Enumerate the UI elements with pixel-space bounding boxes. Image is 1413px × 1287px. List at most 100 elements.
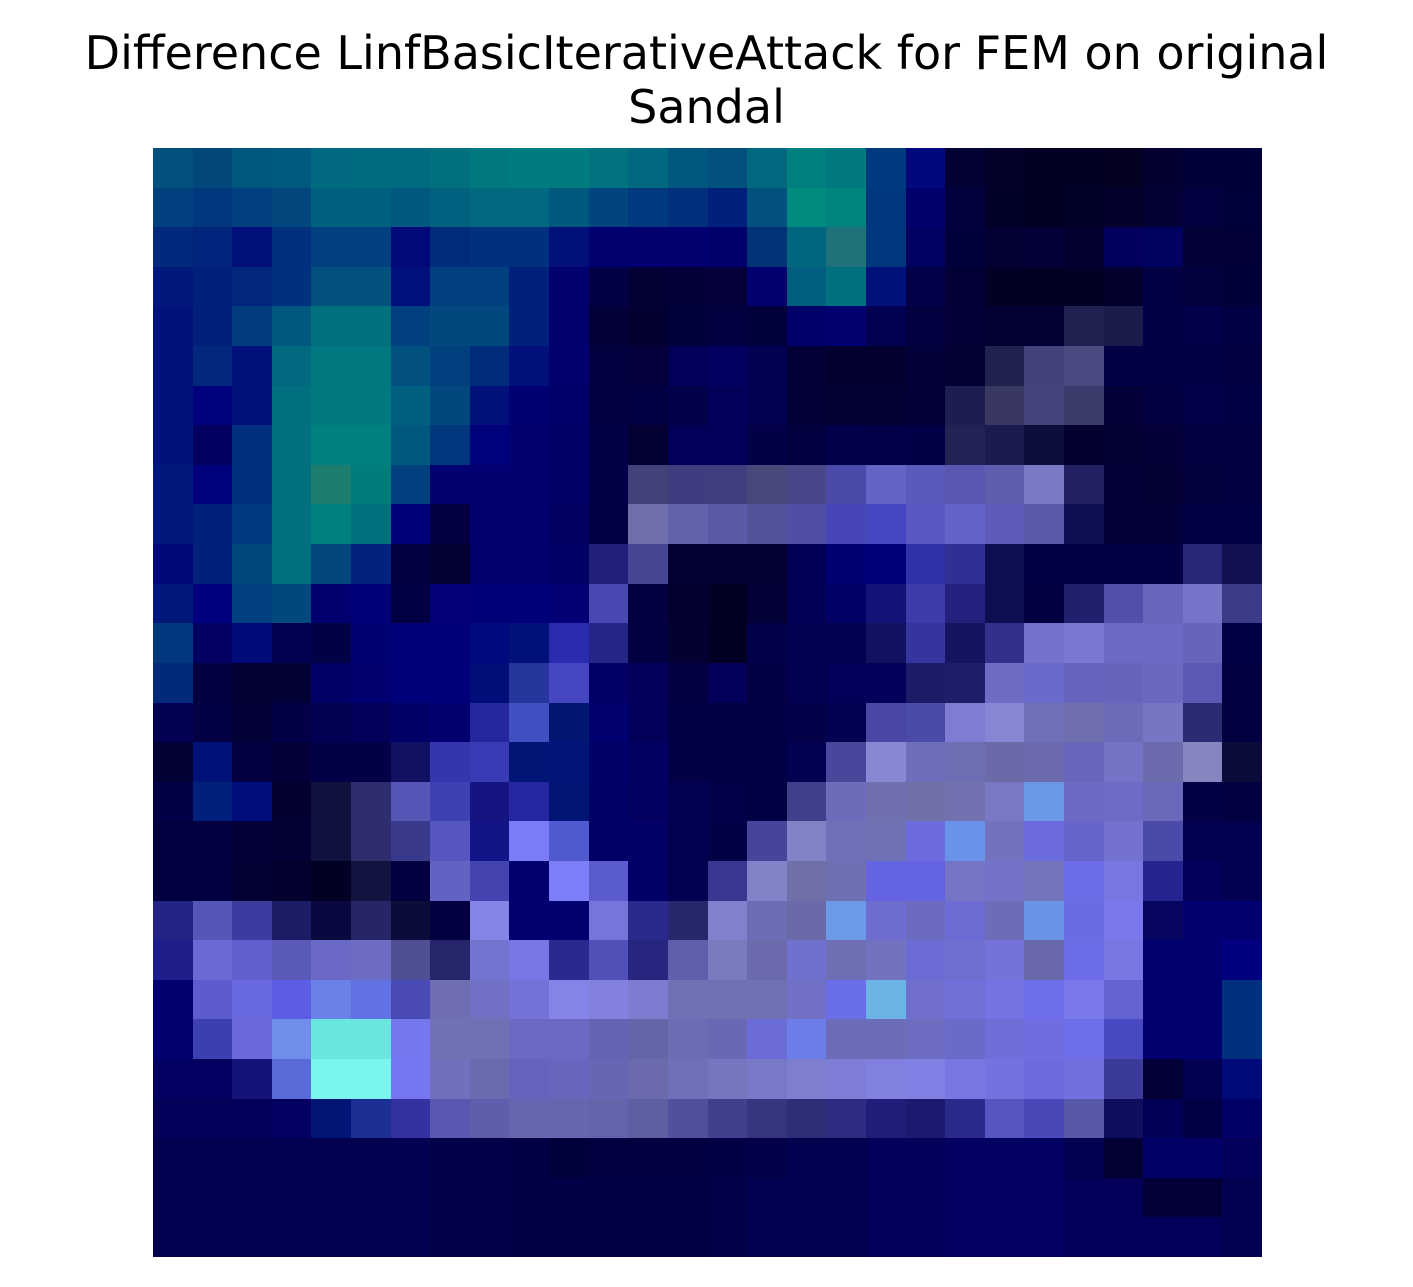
heatmap-cell-r12-c3 bbox=[272, 623, 311, 663]
heatmap-cell-r14-c10 bbox=[549, 703, 589, 742]
heatmap-cell-r25-c3 bbox=[272, 1138, 311, 1178]
heatmap-cell-r3-c3 bbox=[272, 267, 311, 306]
heatmap-cell-r14-c14 bbox=[708, 703, 747, 742]
heatmap-cell-r8-c16 bbox=[787, 465, 826, 504]
heatmap-cell-r20-c12 bbox=[628, 940, 668, 980]
heatmap-cell-r27-c14 bbox=[708, 1217, 747, 1257]
heatmap-cell-r11-c14 bbox=[708, 584, 747, 623]
heatmap-cell-r0-c23 bbox=[1064, 148, 1104, 188]
heatmap-cell-r0-c6 bbox=[391, 148, 430, 188]
heatmap-cell-r4-c2 bbox=[232, 306, 272, 346]
heatmap-cell-r5-c18 bbox=[866, 346, 906, 386]
heatmap-cell-r6-c21 bbox=[985, 386, 1024, 425]
heatmap-cell-r0-c19 bbox=[906, 148, 945, 188]
heatmap-cell-r8-c18 bbox=[866, 465, 906, 504]
heatmap-cell-r5-c2 bbox=[232, 346, 272, 386]
heatmap-cell-r2-c14 bbox=[708, 227, 747, 267]
heatmap-cell-r9-c13 bbox=[668, 504, 708, 544]
heatmap-cell-r12-c13 bbox=[668, 623, 708, 663]
heatmap-cell-r27-c0 bbox=[153, 1217, 193, 1257]
heatmap-cell-r16-c20 bbox=[945, 782, 985, 821]
heatmap-cell-r6-c23 bbox=[1064, 386, 1104, 425]
heatmap-cell-r26-c13 bbox=[668, 1178, 708, 1217]
heatmap-cell-r7-c23 bbox=[1064, 425, 1104, 465]
heatmap-cell-r12-c12 bbox=[628, 623, 668, 663]
heatmap-cell-r21-c10 bbox=[549, 980, 589, 1019]
heatmap-cell-r8-c4 bbox=[311, 465, 351, 504]
heatmap-cell-r15-c12 bbox=[628, 742, 668, 782]
heatmap-cell-r5-c9 bbox=[509, 346, 549, 386]
heatmap-cell-r23-c8 bbox=[470, 1059, 509, 1099]
heatmap-cell-r10-c8 bbox=[470, 544, 509, 584]
heatmap-cell-r10-c0 bbox=[153, 544, 193, 584]
heatmap-cell-r23-c0 bbox=[153, 1059, 193, 1099]
heatmap-cell-r12-c15 bbox=[747, 623, 787, 663]
heatmap-cell-r14-c23 bbox=[1064, 703, 1104, 742]
heatmap-cell-r20-c14 bbox=[708, 940, 747, 980]
heatmap-cell-r25-c6 bbox=[391, 1138, 430, 1178]
heatmap-cell-r10-c19 bbox=[906, 544, 945, 584]
heatmap-cell-r8-c12 bbox=[628, 465, 668, 504]
heatmap-cell-r17-c24 bbox=[1104, 821, 1143, 861]
heatmap-cell-r0-c21 bbox=[985, 148, 1024, 188]
heatmap-cell-r16-c18 bbox=[866, 782, 906, 821]
heatmap-cell-r19-c7 bbox=[430, 901, 470, 940]
heatmap-cell-r19-c24 bbox=[1104, 901, 1143, 940]
heatmap-cell-r10-c4 bbox=[311, 544, 351, 584]
heatmap-cell-r4-c4 bbox=[311, 306, 351, 346]
heatmap-cell-r20-c27 bbox=[1222, 940, 1262, 980]
heatmap-cell-r2-c15 bbox=[747, 227, 787, 267]
heatmap-cell-r26-c24 bbox=[1104, 1178, 1143, 1217]
heatmap-cell-r20-c26 bbox=[1183, 940, 1222, 980]
heatmap-cell-r14-c2 bbox=[232, 703, 272, 742]
heatmap-cell-r22-c26 bbox=[1183, 1019, 1222, 1059]
heatmap-cell-r5-c21 bbox=[985, 346, 1024, 386]
heatmap-cell-r17-c9 bbox=[509, 821, 549, 861]
heatmap-cell-r25-c11 bbox=[589, 1138, 628, 1178]
heatmap-cell-r6-c27 bbox=[1222, 386, 1262, 425]
heatmap-cell-r12-c2 bbox=[232, 623, 272, 663]
heatmap-cell-r6-c26 bbox=[1183, 386, 1222, 425]
heatmap-cell-r9-c7 bbox=[430, 504, 470, 544]
heatmap-cell-r20-c20 bbox=[945, 940, 985, 980]
heatmap-cell-r12-c7 bbox=[430, 623, 470, 663]
heatmap-cell-r10-c23 bbox=[1064, 544, 1104, 584]
heatmap-cell-r16-c8 bbox=[470, 782, 509, 821]
heatmap-cell-r11-c16 bbox=[787, 584, 826, 623]
heatmap-cell-r2-c7 bbox=[430, 227, 470, 267]
heatmap-cell-r11-c1 bbox=[193, 584, 232, 623]
heatmap-cell-r0-c22 bbox=[1024, 148, 1064, 188]
heatmap-cell-r6-c1 bbox=[193, 386, 232, 425]
heatmap-cell-r8-c6 bbox=[391, 465, 430, 504]
heatmap-cell-r15-c2 bbox=[232, 742, 272, 782]
heatmap-cell-r23-c21 bbox=[985, 1059, 1024, 1099]
heatmap-cell-r10-c15 bbox=[747, 544, 787, 584]
heatmap-cell-r0-c3 bbox=[272, 148, 311, 188]
heatmap-cell-r6-c20 bbox=[945, 386, 985, 425]
heatmap-cell-r4-c8 bbox=[470, 306, 509, 346]
heatmap-cell-r9-c3 bbox=[272, 504, 311, 544]
heatmap-cell-r26-c12 bbox=[628, 1178, 668, 1217]
heatmap-cell-r22-c9 bbox=[509, 1019, 549, 1059]
heatmap-cell-r1-c11 bbox=[589, 188, 628, 227]
heatmap-cell-r9-c27 bbox=[1222, 504, 1262, 544]
heatmap-cell-r24-c20 bbox=[945, 1099, 985, 1138]
heatmap-cell-r15-c16 bbox=[787, 742, 826, 782]
heatmap-cell-r7-c14 bbox=[708, 425, 747, 465]
heatmap-cell-r6-c7 bbox=[430, 386, 470, 425]
heatmap-cell-r24-c15 bbox=[747, 1099, 787, 1138]
heatmap-cell-r7-c3 bbox=[272, 425, 311, 465]
heatmap-cell-r2-c16 bbox=[787, 227, 826, 267]
heatmap-cell-r14-c9 bbox=[509, 703, 549, 742]
heatmap-cell-r17-c11 bbox=[589, 821, 628, 861]
heatmap-cell-r14-c3 bbox=[272, 703, 311, 742]
heatmap-cell-r1-c6 bbox=[391, 188, 430, 227]
heatmap-cell-r8-c7 bbox=[430, 465, 470, 504]
heatmap-cell-r15-c9 bbox=[509, 742, 549, 782]
heatmap-cell-r14-c0 bbox=[153, 703, 193, 742]
heatmap-cell-r27-c5 bbox=[351, 1217, 391, 1257]
heatmap-cell-r8-c19 bbox=[906, 465, 945, 504]
heatmap-cell-r0-c16 bbox=[787, 148, 826, 188]
heatmap-cell-r4-c0 bbox=[153, 306, 193, 346]
heatmap-cell-r18-c16 bbox=[787, 861, 826, 901]
